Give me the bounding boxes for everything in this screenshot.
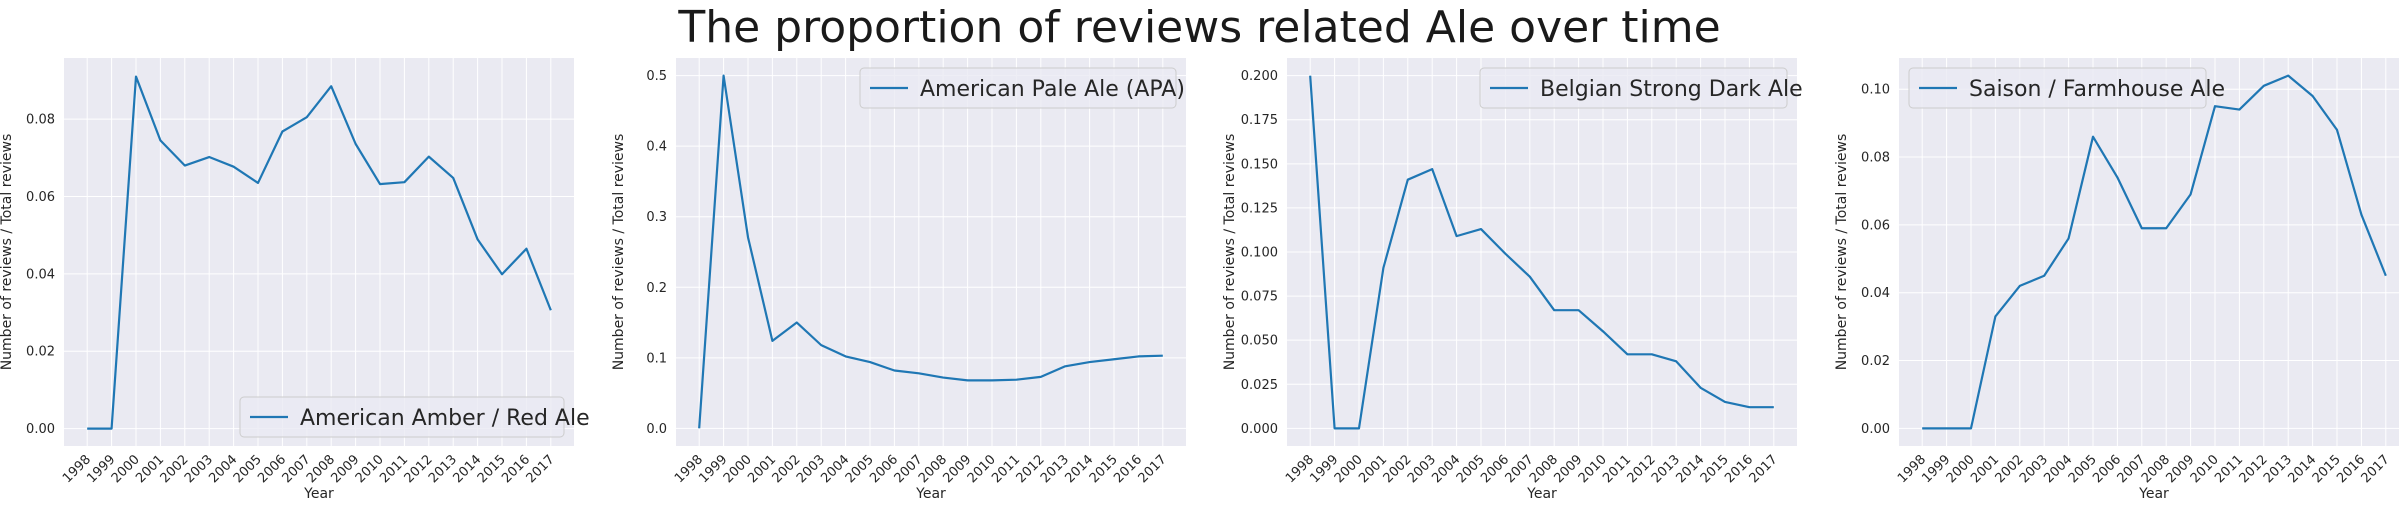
x-axis-label: Year — [303, 486, 334, 502]
y-tick-label: 0.125 — [1241, 201, 1278, 216]
legend-box — [1908, 67, 2207, 109]
legend-box — [859, 67, 1177, 109]
y-tick-label: 0.00 — [26, 422, 55, 437]
y-tick-label: 0.4 — [646, 140, 667, 155]
y-tick-label: 0.075 — [1241, 290, 1278, 305]
y-tick-label: 0.06 — [1861, 218, 1890, 233]
x-axis-label: Year — [2138, 486, 2169, 502]
y-tick-label: 0.10 — [1861, 83, 1890, 98]
y-tick-label: 0.175 — [1241, 113, 1278, 128]
plot-area — [1899, 58, 2399, 446]
legend-label: American Amber / Red Ale — [300, 406, 590, 431]
x-tick-label: 2017 — [1747, 452, 1781, 486]
y-tick-label: 0.2 — [646, 281, 667, 296]
y-tick-label: 0.200 — [1241, 69, 1278, 84]
y-tick-label: 0.02 — [1861, 354, 1890, 369]
y-tick-label: 0.000 — [1241, 422, 1278, 437]
chart-panel-1: 0.000.020.040.060.0819981999200020012002… — [0, 58, 590, 502]
y-tick-label: 0.025 — [1241, 378, 1278, 393]
figure-title: The proportion of reviews related Ale ov… — [678, 2, 1721, 53]
y-tick-label: 0.08 — [26, 113, 55, 128]
series-line — [698, 74, 1163, 429]
y-tick-label: 0.1 — [646, 351, 667, 366]
legend-label: Belgian Strong Dark Ale — [1540, 77, 1803, 102]
legend-label: Saison / Farmhouse Ale — [1969, 77, 2225, 102]
legend-box — [239, 396, 565, 438]
plot-area — [64, 58, 574, 446]
series-line — [1922, 74, 2387, 430]
y-tick-label: 0.04 — [1861, 286, 1890, 301]
y-axis-label: Number of reviews / Total reviews — [611, 134, 627, 371]
y-tick-label: 0.02 — [26, 345, 55, 360]
series-line — [87, 75, 552, 430]
y-tick-label: 0.3 — [646, 210, 667, 225]
chart-panel-3: 0.000 0.025 0.050 0.075 0.100 0.125 0.150 0.175… — [1222, 58, 1803, 502]
y-axis-label: Number of reviews / Total reviews — [0, 134, 15, 371]
chart-panel-4: 0.000.020.040.060.080.101998199920002001… — [1834, 58, 2399, 502]
legend-label: American Pale Ale (APA) — [920, 77, 1185, 102]
y-tick-label: 0.06 — [26, 190, 55, 205]
x-tick-label: 2017 — [1136, 452, 1170, 486]
plot-area — [676, 58, 1186, 446]
series-line — [1309, 75, 1774, 430]
y-tick-label: 0.050 — [1241, 334, 1278, 349]
y-tick-label: 0.08 — [1861, 151, 1890, 166]
y-tick-label: 0.00 — [1861, 422, 1890, 437]
legend-box — [1479, 67, 1788, 109]
x-axis-label: Year — [1526, 486, 1557, 502]
chart-panel-2: 0.00.10.20.30.40.51998199920002001200220… — [611, 58, 1186, 502]
x-tick-label: 2017 — [524, 452, 558, 486]
y-tick-label: 0.0 — [646, 422, 667, 437]
x-axis-label: Year — [915, 486, 946, 502]
x-tick-label: 2017 — [2359, 452, 2393, 486]
y-tick-label: 0.150 — [1241, 157, 1278, 172]
y-axis-label: Number of reviews / Total reviews — [1834, 134, 1850, 371]
y-axis-label: Number of reviews / Total reviews — [1222, 134, 1238, 371]
y-tick-label: 0.5 — [646, 69, 667, 84]
y-tick-label: 0.04 — [26, 267, 55, 282]
y-tick-label: 0.100 — [1241, 246, 1278, 261]
